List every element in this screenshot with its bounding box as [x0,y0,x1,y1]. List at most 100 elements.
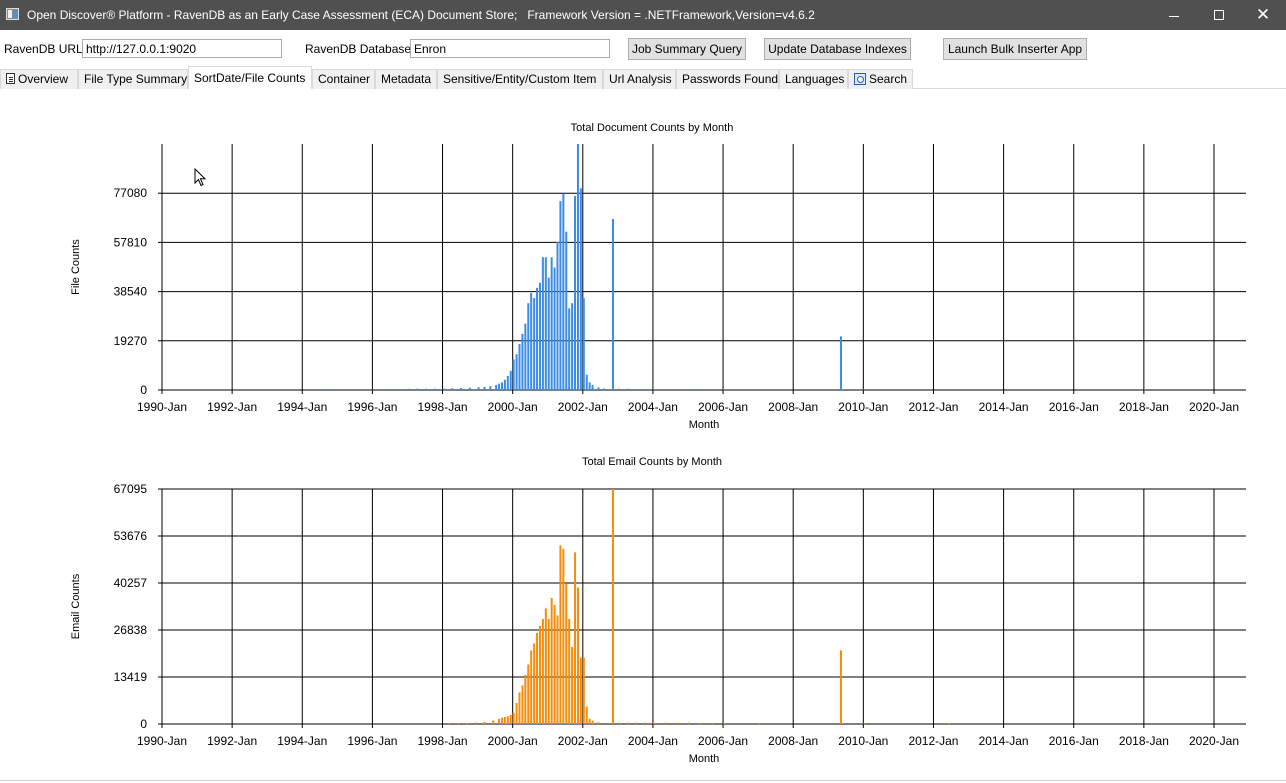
x-tick-label: 2010-Jan [838,400,888,414]
bar [530,292,533,390]
y-tick-label: 19270 [114,334,148,348]
tab-metadata[interactable]: Metadata [375,69,437,89]
bar [565,583,568,724]
launch-bulk-inserter-button[interactable]: Launch Bulk Inserter App [943,38,1087,60]
tab-container[interactable]: Container [312,69,375,89]
bar [588,718,591,724]
bar [612,218,615,390]
x-tick-label: 2012-Jan [908,734,958,748]
tab-sortdate-file-counts[interactable]: SortDate/File Counts [188,66,312,89]
bar [319,389,322,390]
tab-sensitive-entity-custom-item[interactable]: Sensitive/Entity/Custom Item [437,69,603,89]
chart-title: Total Document Counts by Month [571,122,734,134]
bar [465,722,468,724]
y-tick-label: 77080 [114,186,148,200]
bar [521,333,524,390]
x-tick-label: 2018-Jan [1119,400,1169,414]
bar [468,387,471,390]
tab-label: Overview [18,72,69,86]
bar [863,722,866,724]
y-tick-label: 57810 [114,235,148,249]
tab-search[interactable]: Search [848,69,913,89]
x-tick-label: 2008-Jan [768,734,818,748]
tab-strip: Overview File Type Summary SortDate/File… [0,66,1286,89]
bar [562,548,565,724]
bar [457,723,460,724]
minimize-button[interactable] [1151,0,1197,30]
bar [372,388,375,390]
bar [550,257,553,390]
bar [541,257,544,390]
bar [425,388,427,390]
bar [547,277,550,390]
bar [1126,389,1129,390]
x-tick-label: 1994-Jan [277,400,327,414]
ravendb-url-input[interactable] [82,39,282,58]
bar [509,714,512,724]
bar [416,388,419,390]
ravendb-url-label: RavenDB URL: [4,42,87,56]
tab-languages[interactable]: Languages [779,69,848,89]
bar [343,389,346,390]
bar [521,685,524,724]
bar [626,722,629,724]
bar [723,389,726,390]
bar [503,716,506,724]
bar [533,643,536,724]
bar [612,489,615,724]
maximize-button[interactable] [1196,0,1242,30]
bar [948,722,951,724]
bar [588,382,591,390]
bar [483,386,486,390]
job-summary-query-button[interactable]: Job Summary Query [628,38,746,60]
bar [544,257,547,390]
tab-url-analysis[interactable]: Url Analysis [603,69,676,89]
x-tick-label: 2014-Jan [979,400,1029,414]
x-tick-label: 2016-Jan [1049,734,1099,748]
x-tick-label: 1998-Jan [418,734,468,748]
bar [533,298,536,390]
bar [626,388,629,390]
bar [579,188,582,390]
x-tick-label: 2016-Jan [1049,400,1099,414]
bar [547,618,550,724]
bar [559,545,562,724]
bar [571,303,574,390]
bar [500,717,503,724]
bar [448,723,451,724]
bar [503,379,506,390]
tab-label: Search [869,72,908,86]
x-tick-label: 2004-Jan [628,734,678,748]
bar [699,722,702,724]
bar [483,721,486,724]
x-tick-label: 1996-Jan [347,400,397,414]
bar [515,702,518,724]
bar [442,388,445,390]
search-icon [854,72,866,85]
bar [664,388,667,390]
x-tick-label: 2002-Jan [558,400,608,414]
tab-overview[interactable]: Overview [0,69,78,89]
update-database-indexes-button[interactable]: Update Database Indexes [764,38,911,60]
tab-file-type-summary[interactable]: File Type Summary [78,69,188,89]
window-title: Open Discover® Platform - RavenDB as an … [27,8,815,22]
bar [723,722,726,724]
bar [568,308,571,390]
y-axis-label: File Counts [70,239,82,295]
ravendb-database-input[interactable] [410,39,610,58]
bar [559,201,562,390]
tab-label: Metadata [381,72,432,86]
tab-passwords-found[interactable]: Passwords Found [676,69,779,89]
bar [617,388,620,390]
x-tick-label: 1998-Jan [418,400,468,414]
x-tick-label: 1990-Jan [137,734,187,748]
bar [699,389,702,390]
bar [576,144,579,390]
x-tick-label: 2020-Jan [1189,734,1239,748]
bar [553,604,556,724]
x-tick-label: 2018-Jan [1119,734,1169,748]
bar [585,374,588,390]
maximize-icon [1214,10,1224,21]
bar [506,716,509,724]
close-button[interactable]: ✕ [1240,0,1286,30]
